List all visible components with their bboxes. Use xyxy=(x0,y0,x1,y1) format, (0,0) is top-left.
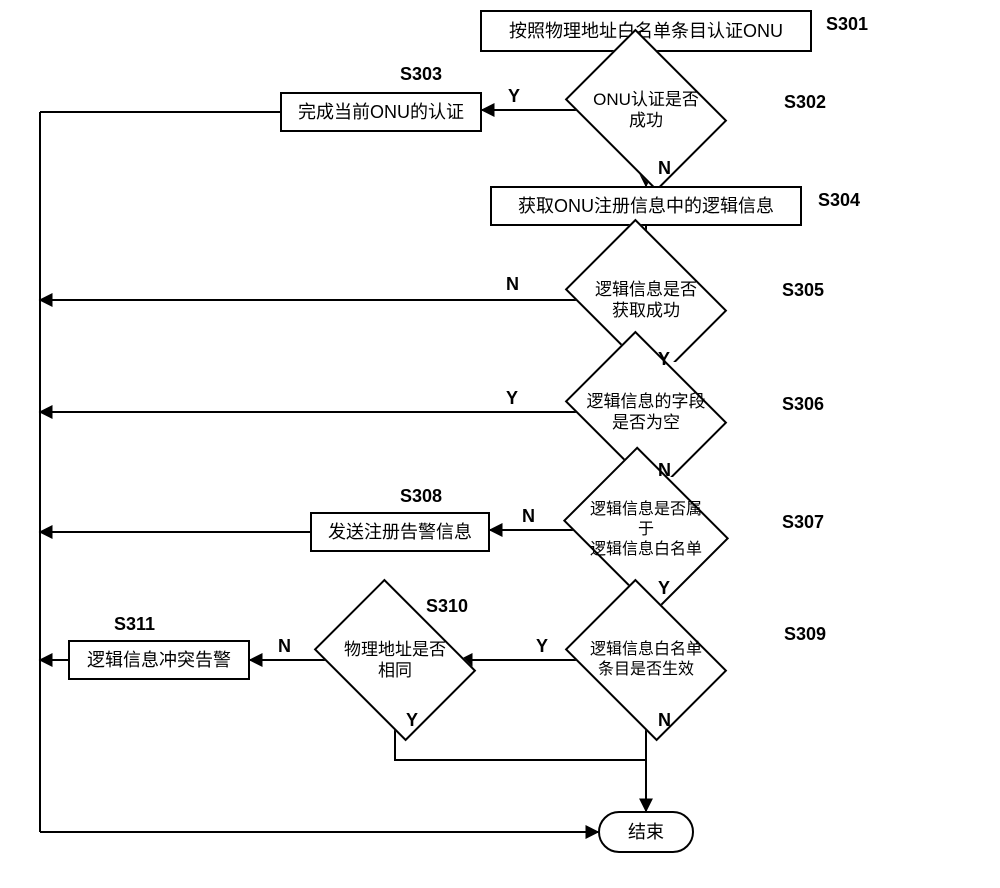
step-text: 完成当前ONU的认证 xyxy=(298,101,464,124)
label-s309: S309 xyxy=(784,624,826,645)
decision-s305: 逻辑信息是否获取成功 xyxy=(581,250,711,350)
label-s302: S302 xyxy=(784,92,826,113)
decision-text: ONU认证是否成功 xyxy=(589,89,703,132)
edge-label-s309-y: Y xyxy=(536,636,548,657)
flowchart-canvas: 按照物理地址白名单条目认证ONU S301 ONU认证是否成功 S302 完成当… xyxy=(0,0,1000,888)
step-text: 获取ONU注册信息中的逻辑信息 xyxy=(518,195,774,218)
label-s306: S306 xyxy=(782,394,824,415)
edges-layer xyxy=(0,0,1000,888)
step-text: 逻辑信息冲突告警 xyxy=(87,649,231,672)
decision-text: 物理地址是否相同 xyxy=(340,639,450,682)
terminal-end: 结束 xyxy=(598,811,694,853)
label-s310: S310 xyxy=(426,596,468,617)
label-s301: S301 xyxy=(826,14,868,35)
label-s303: S303 xyxy=(400,64,442,85)
edge-label-s305-y: Y xyxy=(658,349,670,370)
edge-label-s307-n: N xyxy=(522,506,535,527)
label-s305: S305 xyxy=(782,280,824,301)
edge-label-s310-n: N xyxy=(278,636,291,657)
decision-text: 逻辑信息是否获取成功 xyxy=(591,279,701,322)
edge-label-s306-n: N xyxy=(658,460,671,481)
decision-text: 逻辑信息白名单条目是否生效 xyxy=(586,640,706,680)
step-text: 发送注册告警信息 xyxy=(328,521,472,544)
decision-s302: ONU认证是否成功 xyxy=(581,60,711,160)
decision-s310: 物理地址是否相同 xyxy=(330,610,460,710)
step-s304: 获取ONU注册信息中的逻辑信息 xyxy=(490,186,802,226)
label-s311: S311 xyxy=(114,614,155,635)
edge-label-s302-y: Y xyxy=(508,86,520,107)
edge-label-s309-n: N xyxy=(658,710,671,731)
edge-label-s307-y: Y xyxy=(658,578,670,599)
decision-s306: 逻辑信息的字段是否为空 xyxy=(581,362,711,462)
terminal-text: 结束 xyxy=(628,821,664,844)
decision-text: 逻辑信息是否属于逻辑信息白名单 xyxy=(581,500,711,560)
decision-text: 逻辑信息的字段是否为空 xyxy=(583,391,710,434)
label-s304: S304 xyxy=(818,190,860,211)
edge-label-s305-n: N xyxy=(506,274,519,295)
step-s303: 完成当前ONU的认证 xyxy=(280,92,482,132)
step-s311: 逻辑信息冲突告警 xyxy=(68,640,250,680)
decision-s307: 逻辑信息是否属于逻辑信息白名单 xyxy=(581,477,711,582)
label-s308: S308 xyxy=(400,486,442,507)
edge-label-s306-y: Y xyxy=(506,388,518,409)
edge-label-s310-y: Y xyxy=(406,710,418,731)
edge-label-s302-n: N xyxy=(658,158,671,179)
decision-s309: 逻辑信息白名单条目是否生效 xyxy=(581,610,711,710)
step-s308: 发送注册告警信息 xyxy=(310,512,490,552)
label-s307: S307 xyxy=(782,512,824,533)
